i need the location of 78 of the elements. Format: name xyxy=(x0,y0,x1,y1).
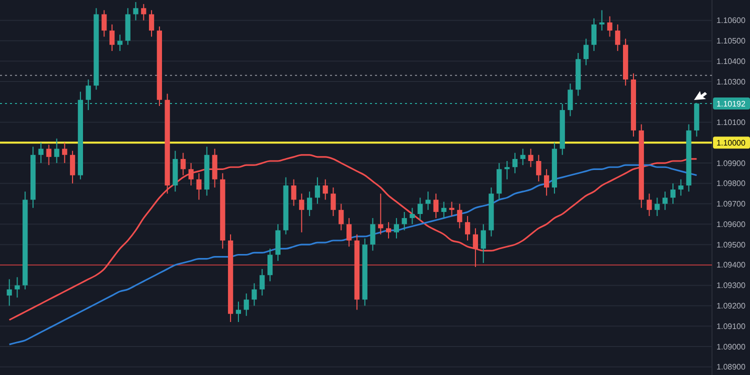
y-tick-label: 1.09700 xyxy=(716,200,746,209)
candlestick xyxy=(62,142,68,164)
candlestick xyxy=(148,10,154,38)
y-tick-label: 1.09000 xyxy=(716,342,746,352)
candlestick xyxy=(599,10,604,32)
candlestick xyxy=(457,203,462,229)
candlestick xyxy=(141,4,146,21)
candlestick xyxy=(330,187,336,217)
candlestick xyxy=(346,218,352,248)
candlestick xyxy=(252,282,257,306)
candlestick xyxy=(306,191,312,217)
candlestick xyxy=(6,278,12,306)
candlestick xyxy=(54,138,60,164)
candlestick xyxy=(528,148,534,168)
candlestick xyxy=(291,178,296,206)
candlestick xyxy=(378,193,384,235)
candlestick xyxy=(464,216,470,241)
y-tick-label: 1.09400 xyxy=(716,260,746,270)
candlestick xyxy=(299,193,304,233)
candlestick xyxy=(394,218,400,239)
candlestick xyxy=(480,224,486,264)
candlestick xyxy=(678,178,684,196)
candlestick xyxy=(196,172,202,200)
candlestick xyxy=(425,191,431,210)
candlestick xyxy=(244,292,249,316)
candlestick xyxy=(70,150,76,184)
y-tick-label: 1.10100 xyxy=(716,118,746,128)
candlestick xyxy=(14,276,20,298)
candlestick xyxy=(591,18,597,52)
candlestick xyxy=(386,222,392,239)
candlestick xyxy=(410,207,415,225)
y-tick-label: 1.10300 xyxy=(716,77,746,86)
y-tick-label: 1.09200 xyxy=(716,302,746,311)
y-tick-label: 1.10400 xyxy=(716,56,746,66)
candlestick xyxy=(133,2,138,21)
ref-line-label: 1.10192 xyxy=(716,99,746,108)
candlestick xyxy=(615,24,620,52)
candlestick xyxy=(433,193,439,219)
candlestick xyxy=(102,10,107,38)
candlestick xyxy=(472,228,478,268)
y-tick-label: 1.09600 xyxy=(716,220,746,229)
candlestick xyxy=(38,142,44,164)
candlestick xyxy=(512,152,518,174)
candlestick xyxy=(520,148,526,166)
candlestick xyxy=(322,178,328,200)
candlestick xyxy=(662,191,668,210)
y-tick-label: 1.09800 xyxy=(716,179,746,188)
candlestick xyxy=(441,201,446,219)
candlestick xyxy=(504,160,510,180)
y-tick-label: 1.10500 xyxy=(716,36,746,46)
candlestick xyxy=(654,197,660,217)
candlestick xyxy=(267,248,273,282)
candlestick xyxy=(607,16,612,38)
ref-line-label: 1.10000 xyxy=(716,138,746,148)
candlestick xyxy=(260,268,265,296)
y-tick-label: 1.09100 xyxy=(716,322,746,331)
candlestick xyxy=(449,201,454,217)
candlestick xyxy=(236,301,242,323)
candlestick xyxy=(402,211,407,231)
y-tick-label: 1.09500 xyxy=(716,240,746,250)
candlestick xyxy=(188,162,194,186)
candlestick xyxy=(536,154,542,182)
candlestick xyxy=(646,193,652,217)
candlestick xyxy=(670,182,676,204)
line-series xyxy=(8,164,698,346)
candlestick xyxy=(370,218,376,252)
y-tick-label: 1.09900 xyxy=(716,158,746,168)
candlestick xyxy=(117,34,123,52)
candlestick xyxy=(544,168,550,196)
y-tick-label: 1.09300 xyxy=(716,281,746,290)
candlestick xyxy=(338,203,344,231)
y-tick-label: 1.10600 xyxy=(716,16,746,26)
candlestick xyxy=(109,24,115,52)
candlestick xyxy=(583,38,589,66)
candlestick xyxy=(46,144,52,166)
candlestick xyxy=(314,176,320,204)
y-tick-label: 1.08900 xyxy=(716,362,746,372)
candlestick xyxy=(418,197,423,221)
